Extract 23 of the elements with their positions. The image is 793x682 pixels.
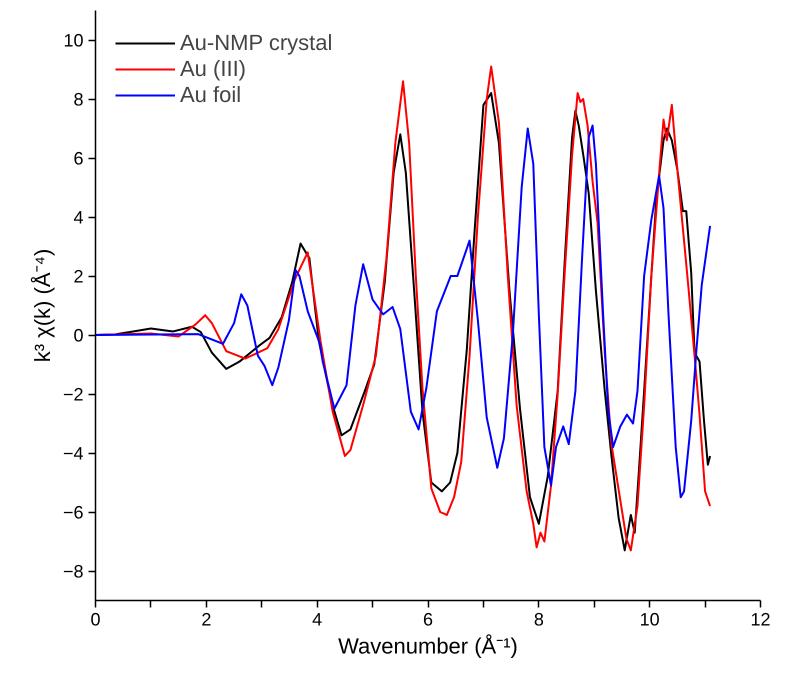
x-tick-label: 10 (640, 610, 660, 630)
legend-label: Au (III) (180, 56, 246, 82)
x-tick-label: 6 (422, 610, 434, 630)
x-tick-label: 12 (750, 610, 771, 630)
y-tick-label: −4 (62, 444, 84, 464)
y-tick-label: 10 (63, 30, 84, 50)
x-axis-title: Wavenumber (Å⁻¹) (338, 634, 518, 658)
y-tick-label: −2 (62, 384, 84, 404)
x-tick-label: 0 (90, 610, 101, 630)
y-tick-label: 6 (73, 148, 84, 168)
x-tick-label: 4 (312, 610, 322, 630)
x-tick-label: 8 (534, 610, 544, 630)
legend-label: Au-NMP crystal (180, 30, 332, 56)
y-tick-label: 4 (73, 208, 84, 228)
x-tick-label: 2 (201, 610, 212, 630)
legend-label: Au foil (180, 82, 242, 108)
y-axis-title: k³ χ(k) (Å⁻⁴) (30, 248, 55, 362)
y-tick-label: −8 (62, 562, 84, 582)
y-tick-label: 8 (73, 90, 84, 110)
y-tick-label: 2 (73, 266, 84, 286)
line-series (96, 124, 712, 498)
y-tick-label: 0 (73, 326, 84, 346)
y-tick-label: −6 (62, 502, 84, 522)
